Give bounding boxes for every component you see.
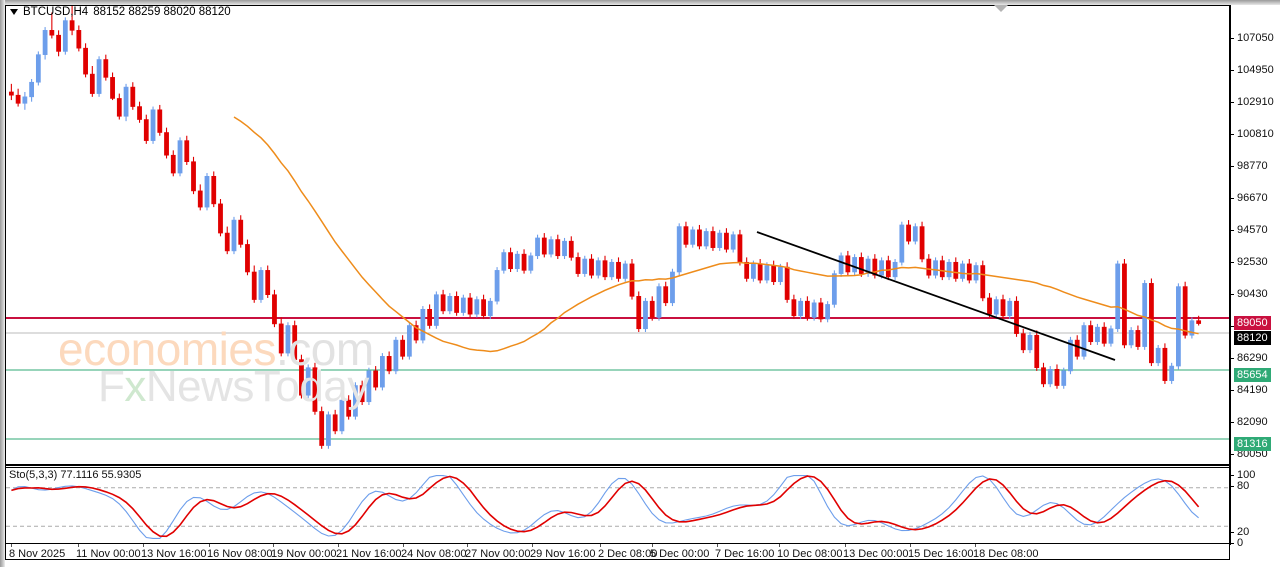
time-tick <box>532 544 533 547</box>
time-tick-label: 13 Dec 00:00 <box>843 548 909 560</box>
indicator-scale-label: 0 <box>1237 537 1244 549</box>
time-tick-label: 18 Dec 08:00 <box>973 548 1039 560</box>
stochastic-k-line <box>11 475 1199 539</box>
price-tick-label: 86290 <box>1237 352 1268 364</box>
price-tick <box>1230 70 1234 71</box>
price-tick <box>1230 454 1234 455</box>
moving-average-line <box>233 116 1199 353</box>
time-tick <box>717 544 718 547</box>
indicator-tick <box>1230 486 1234 487</box>
time-tick-label: 8 Nov 2025 <box>9 548 66 560</box>
time-tick <box>11 544 12 547</box>
price-tick-label: 104950 <box>1237 64 1274 76</box>
time-tick-label: 24 Nov 08:00 <box>401 548 467 560</box>
time-tick-label: 10 Dec 08:00 <box>777 548 843 560</box>
time-tick-label: 13 Nov 16:00 <box>141 548 207 560</box>
price-chart-pane[interactable] <box>6 6 1229 465</box>
descending-trendline[interactable] <box>756 231 1116 361</box>
price-tick-label: 80050 <box>1237 448 1268 460</box>
price-tick-label: 92530 <box>1237 256 1268 268</box>
price-badge-black[interactable]: 88120 <box>1234 331 1271 345</box>
time-tick <box>209 544 210 547</box>
symbol-label: BTCUSD,H4 <box>23 6 89 18</box>
pane-divider <box>6 464 1229 466</box>
time-tick <box>273 544 274 547</box>
time-tick <box>338 544 339 547</box>
time-tick <box>652 544 653 547</box>
price-tick <box>1230 294 1234 295</box>
indicator-tick <box>1230 532 1234 533</box>
candlestick-svg <box>6 6 1229 449</box>
indicator-tick <box>1230 475 1234 476</box>
time-tick <box>910 544 911 547</box>
stochastic-d-line <box>11 475 1200 538</box>
time-tick-label: 29 Nov 16:00 <box>530 548 596 560</box>
price-badge-green[interactable]: 85654 <box>1234 368 1271 382</box>
price-axis-line <box>1230 5 1231 545</box>
price-tick-label: 90430 <box>1237 288 1268 300</box>
price-tick-label: 102910 <box>1237 96 1274 108</box>
time-tick <box>975 544 976 547</box>
price-tick <box>1230 102 1234 103</box>
price-tick-label: 100810 <box>1237 128 1274 140</box>
price-tick <box>1230 198 1234 199</box>
price-tick <box>1230 230 1234 231</box>
price-axis[interactable]: 107050 104950 102910 100810 98770 96670 94570 9… <box>1230 5 1280 549</box>
stochastic-svg <box>6 475 1229 539</box>
time-tick-label: 16 Nov 08:00 <box>207 548 273 560</box>
time-axis[interactable]: 8 Nov 2025 11 Nov 00:00 13 Nov 16:00 16 Nov… <box>5 543 1230 565</box>
time-tick-label: 15 Dec 16:00 <box>908 548 974 560</box>
price-tick <box>1230 38 1234 39</box>
time-tick <box>467 544 468 547</box>
indicator-tick <box>1230 543 1234 544</box>
price-tick <box>1230 358 1234 359</box>
time-tick-label: 21 Nov 16:00 <box>336 548 402 560</box>
indicator-pane[interactable]: Sto(5,3,3) 77.1116 55.9305 <box>6 467 1229 542</box>
candles <box>8 6 1202 449</box>
price-tick-label: 82090 <box>1237 416 1268 428</box>
time-tick <box>403 544 404 547</box>
time-tick-label: 19 Nov 00:00 <box>271 548 337 560</box>
price-tick <box>1230 326 1234 327</box>
indicator-scale-label: 100 <box>1237 469 1256 481</box>
price-tick <box>1230 262 1234 263</box>
time-tick-label: 5 Dec 00:00 <box>650 548 710 560</box>
time-tick-label: 27 Nov 00:00 <box>465 548 531 560</box>
time-tick <box>143 544 144 547</box>
price-tick <box>1230 166 1234 167</box>
price-tick-label: 84190 <box>1237 384 1268 396</box>
time-tick <box>779 544 780 547</box>
triangle-down-icon[interactable] <box>10 9 18 15</box>
price-tick-label: 96670 <box>1237 192 1268 204</box>
time-tick-label: 7 Dec 16:00 <box>715 548 775 560</box>
time-tick <box>78 544 79 547</box>
price-badge-red[interactable]: 89050 <box>1234 316 1271 330</box>
price-tick <box>1230 134 1234 135</box>
price-tick <box>1230 422 1234 423</box>
time-tick-label: 11 Nov 00:00 <box>76 548 141 560</box>
indicator-scale-label: 20 <box>1237 526 1250 538</box>
time-tick <box>845 544 846 547</box>
price-tick <box>1230 390 1234 391</box>
price-tick-label: 98770 <box>1237 160 1268 172</box>
symbol-header: BTCUSD,H4 88152 88259 88020 88120 <box>10 5 231 19</box>
top-position-marker-icon <box>994 5 1008 12</box>
ohlc-values: 88152 88259 88020 88120 <box>93 6 231 18</box>
indicator-scale-label: 80 <box>1237 480 1250 492</box>
window-top-frame <box>0 0 1280 5</box>
price-tick-label: 94570 <box>1237 224 1268 236</box>
time-tick-label: 2 Dec 08:00 <box>598 548 658 560</box>
indicator-label: Sto(5,3,3) 77.1116 55.9305 <box>9 469 142 481</box>
time-tick <box>600 544 601 547</box>
window-left-frame <box>0 0 5 567</box>
price-tick-label: 107050 <box>1237 32 1274 44</box>
price-badge-green[interactable]: 81316 <box>1234 437 1271 451</box>
